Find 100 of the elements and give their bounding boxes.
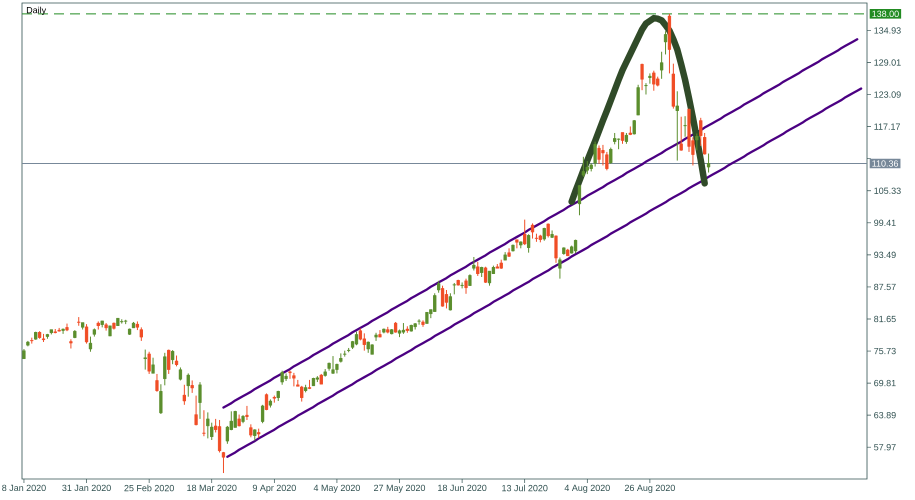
candlestick bbox=[276, 390, 280, 402]
candlestick bbox=[464, 278, 468, 294]
candlestick bbox=[574, 239, 578, 254]
line-series bbox=[222, 38, 858, 409]
candlestick bbox=[597, 144, 601, 164]
candlestick bbox=[640, 63, 644, 91]
candlestick bbox=[664, 30, 668, 55]
candlestick bbox=[660, 51, 664, 80]
candlestick bbox=[523, 219, 526, 246]
chart-title: Daily bbox=[26, 6, 46, 16]
x-tick-label: 26 Aug 2020 bbox=[624, 484, 675, 493]
candlestick bbox=[706, 153, 710, 173]
y-tick-label: 99.41 bbox=[874, 220, 896, 226]
x-tick-label: 8 Jan 2020 bbox=[2, 484, 46, 492]
candlestick bbox=[22, 348, 26, 360]
candlestick bbox=[194, 395, 198, 426]
candlestick bbox=[370, 344, 374, 355]
candlestick bbox=[480, 266, 484, 278]
candlestick bbox=[182, 384, 186, 406]
x-tick-label: 9 Apr 2020 bbox=[252, 484, 296, 493]
y-tick-label: 75.73 bbox=[874, 348, 896, 354]
candlestick bbox=[339, 352, 342, 364]
candlestick bbox=[292, 372, 296, 387]
candlestick bbox=[144, 349, 147, 370]
candlestick bbox=[695, 133, 698, 151]
candlestick bbox=[174, 355, 178, 367]
candlestick bbox=[260, 404, 264, 424]
candlestick bbox=[147, 351, 151, 374]
candlestick bbox=[84, 324, 88, 344]
candlestick bbox=[280, 370, 284, 386]
candlestick bbox=[683, 116, 687, 138]
candlestick bbox=[108, 325, 112, 337]
x-tick-label: 18 Jun 2020 bbox=[438, 484, 486, 492]
x-tick-label: 27 May 2020 bbox=[374, 484, 426, 493]
candlestick bbox=[468, 274, 472, 286]
candlestick bbox=[476, 261, 480, 276]
y-tick-label: 117.17 bbox=[874, 124, 900, 130]
y-tick-label: 123.09 bbox=[874, 91, 901, 98]
candlestick bbox=[155, 373, 159, 392]
y-tick-label: 63.89 bbox=[874, 412, 896, 418]
candlestick bbox=[300, 385, 304, 402]
candlestick bbox=[253, 428, 256, 442]
candlestick bbox=[609, 147, 612, 164]
candlestick bbox=[680, 116, 683, 152]
candlestick bbox=[237, 414, 241, 427]
candlestick bbox=[452, 282, 456, 295]
candlestick bbox=[620, 132, 624, 144]
candlestick bbox=[488, 270, 492, 286]
y-tick-label: 93.49 bbox=[874, 252, 896, 258]
candlestick bbox=[593, 141, 597, 168]
candlestick bbox=[484, 266, 488, 284]
x-tick-label: 25 Feb 2020 bbox=[124, 484, 174, 492]
candlestick bbox=[245, 405, 249, 420]
y-tick-label: 134.93 bbox=[874, 27, 901, 34]
candlestick bbox=[354, 331, 358, 346]
candlestick bbox=[558, 257, 562, 280]
candlestick bbox=[202, 410, 206, 437]
candlestick bbox=[163, 352, 166, 386]
candlestick bbox=[151, 357, 155, 374]
y-tick-label: 69.81 bbox=[874, 380, 896, 386]
candlestick bbox=[578, 184, 582, 216]
candlestick bbox=[264, 392, 268, 411]
candlestick bbox=[582, 156, 586, 178]
candlestick bbox=[206, 412, 210, 439]
candlestick bbox=[186, 372, 190, 398]
candlestick bbox=[222, 451, 226, 474]
candlestick bbox=[69, 338, 73, 349]
candlestick bbox=[362, 332, 366, 352]
candlestick bbox=[652, 70, 656, 92]
x-tick-label: 4 Aug 2020 bbox=[564, 484, 610, 493]
candlestick bbox=[601, 144, 605, 166]
candlestick bbox=[444, 290, 448, 309]
candlestick bbox=[648, 72, 652, 84]
candlestick bbox=[526, 234, 530, 254]
candlestick bbox=[394, 321, 398, 334]
x-tick-label: 4 May 2020 bbox=[314, 484, 360, 493]
candlestick bbox=[198, 382, 202, 420]
y-tick-label: 87.57 bbox=[874, 284, 896, 290]
candlestick bbox=[167, 349, 170, 374]
y-tick-label: 81.65 bbox=[874, 316, 896, 322]
candlestick bbox=[500, 259, 503, 270]
candlestick bbox=[472, 256, 476, 272]
y-tick-label: 105.33 bbox=[874, 188, 901, 194]
candlestick bbox=[402, 322, 406, 334]
candlestick bbox=[88, 336, 92, 352]
ref-line-label: 138.00 bbox=[872, 10, 899, 18]
candlestick bbox=[542, 227, 546, 242]
x-tick-label: 18 Mar 2020 bbox=[187, 484, 237, 492]
candlestick bbox=[586, 160, 589, 175]
candlestick bbox=[433, 292, 436, 312]
candlestick bbox=[676, 90, 679, 162]
candlestick bbox=[358, 328, 362, 341]
candlestick bbox=[546, 222, 550, 238]
candlestick bbox=[425, 312, 429, 324]
candlestick bbox=[613, 132, 616, 145]
candlestick bbox=[320, 373, 323, 385]
candlestick bbox=[190, 380, 194, 394]
candlestick bbox=[624, 132, 628, 144]
candlestick bbox=[699, 117, 702, 146]
candlestick bbox=[178, 366, 182, 381]
